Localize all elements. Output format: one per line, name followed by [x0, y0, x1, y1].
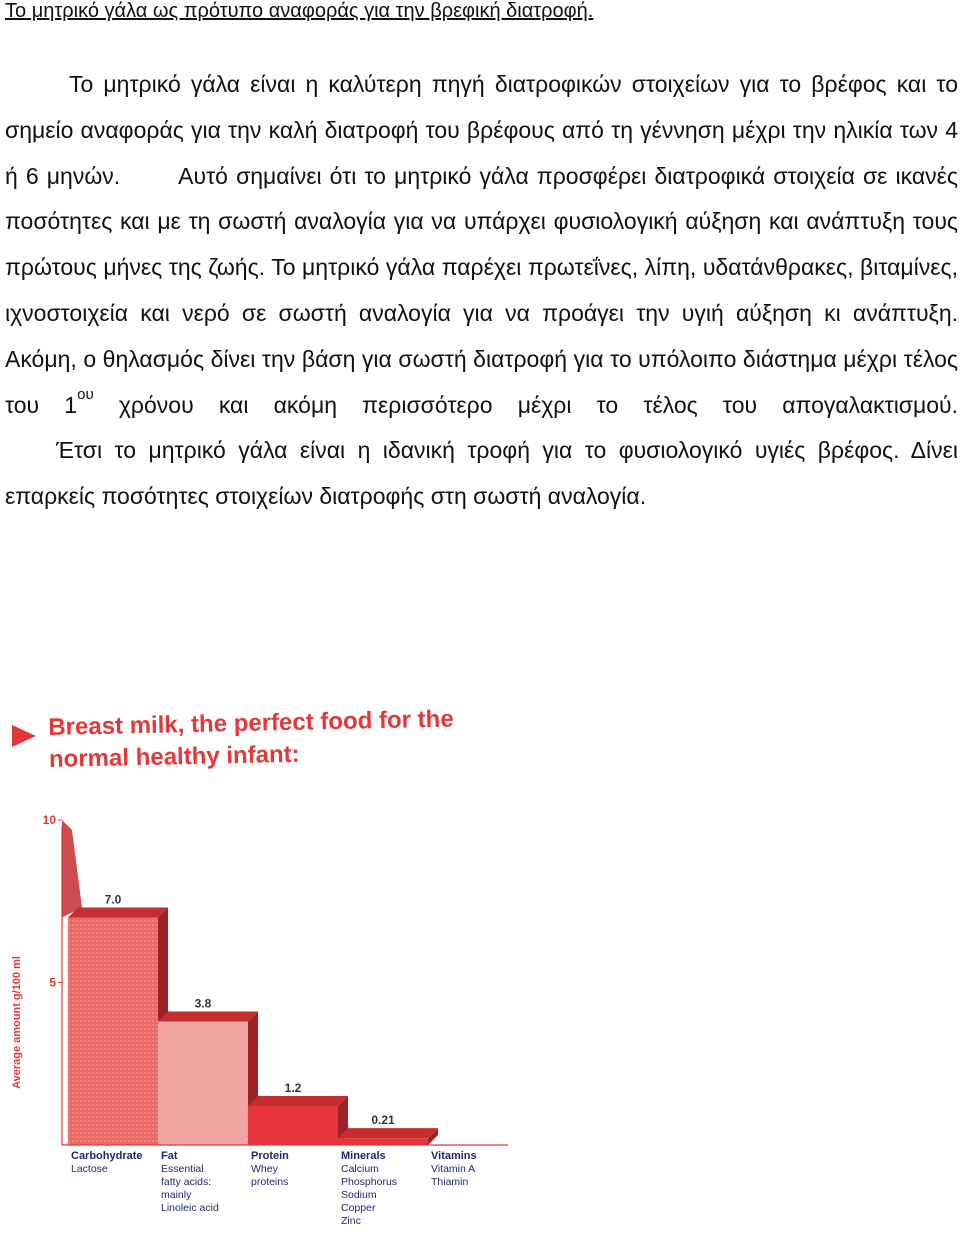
category-label: Fat: [161, 1150, 178, 1162]
category-detail-label: Linoleic acid: [161, 1202, 219, 1214]
play-arrow-icon: [12, 725, 36, 747]
category-detail-label: Copper: [341, 1202, 376, 1214]
bar-value-label: 0.21: [371, 1113, 395, 1127]
bar-value-label: 1.2: [285, 1081, 302, 1095]
ordinal-superscript: ου: [77, 385, 94, 403]
bar: [338, 1138, 428, 1145]
category-label: Minerals: [341, 1150, 386, 1162]
category-detail-label: Calcium: [341, 1163, 379, 1175]
category-detail-label: fatty acids:: [161, 1176, 211, 1188]
bar-top-face: [158, 1011, 258, 1022]
bar-top-face: [68, 907, 168, 918]
bar-side-face: [428, 1128, 438, 1145]
bar: [248, 1106, 338, 1145]
bar: [158, 1021, 248, 1145]
bar-value-label: 7.0: [105, 893, 122, 907]
category-detail-label: Sodium: [341, 1189, 377, 1201]
bar-chart: Average amount g/100 ml 10 5 7.0 Carbohydrat…: [11, 813, 508, 1227]
y-tick-label: 10: [43, 813, 57, 827]
paragraph-1: Το μητρικό γάλα είναι η καλύτερη πηγή δι…: [5, 62, 958, 428]
category-detail-label: mainly: [161, 1189, 192, 1201]
category-label: Carbohydrate: [71, 1150, 143, 1162]
paragraph-1-part-c: χρόνου και ακόμη περισσότερο μέχρι το τέ…: [118, 391, 959, 418]
bar-value-label: 3.8: [195, 997, 212, 1011]
category-detail-label: Thiamin: [431, 1176, 469, 1188]
category-detail-label: Phosphorus: [341, 1176, 397, 1188]
category-detail-label: Zinc: [341, 1215, 361, 1227]
category-detail-label: Lactose: [71, 1163, 108, 1175]
category-label: Vitamins: [431, 1150, 477, 1162]
bar-top-face: [338, 1128, 438, 1139]
paragraph-2: Έτσι το μητρικό γάλα είναι η ιδανική τρο…: [5, 428, 958, 520]
bar: [68, 917, 158, 1145]
category-detail-label: Whey: [251, 1163, 279, 1175]
category-detail-label: Essential: [161, 1163, 204, 1175]
y-axis-label: Average amount g/100 ml: [11, 956, 23, 1089]
y-tick-label: 5: [49, 976, 56, 990]
document-title: Το μητρικό γάλα ως πρότυπο αναφοράς για …: [5, 0, 594, 22]
category-detail-label: Vitamin A: [431, 1163, 475, 1175]
chart-title: Breast milk, the perfect food for the no…: [48, 704, 455, 776]
category-detail-label: proteins: [251, 1176, 288, 1188]
bar-slab-top: [62, 820, 82, 918]
paragraph-1-part-a: Το μητρικό γάλα είναι η καλύτερη πηγή δι…: [5, 71, 958, 189]
category-label: Protein: [251, 1150, 289, 1162]
document-body: Το μητρικό γάλα είναι η καλύτερη πηγή δι…: [5, 62, 958, 520]
bar-top-face: [248, 1096, 348, 1106]
paragraph-1-part-b: Αυτό σημαίνει ότι το μητρικό γάλα προσφέ…: [5, 162, 958, 418]
paragraph-2-text: Έτσι το μητρικό γάλα είναι η ιδανική τρο…: [5, 437, 958, 510]
